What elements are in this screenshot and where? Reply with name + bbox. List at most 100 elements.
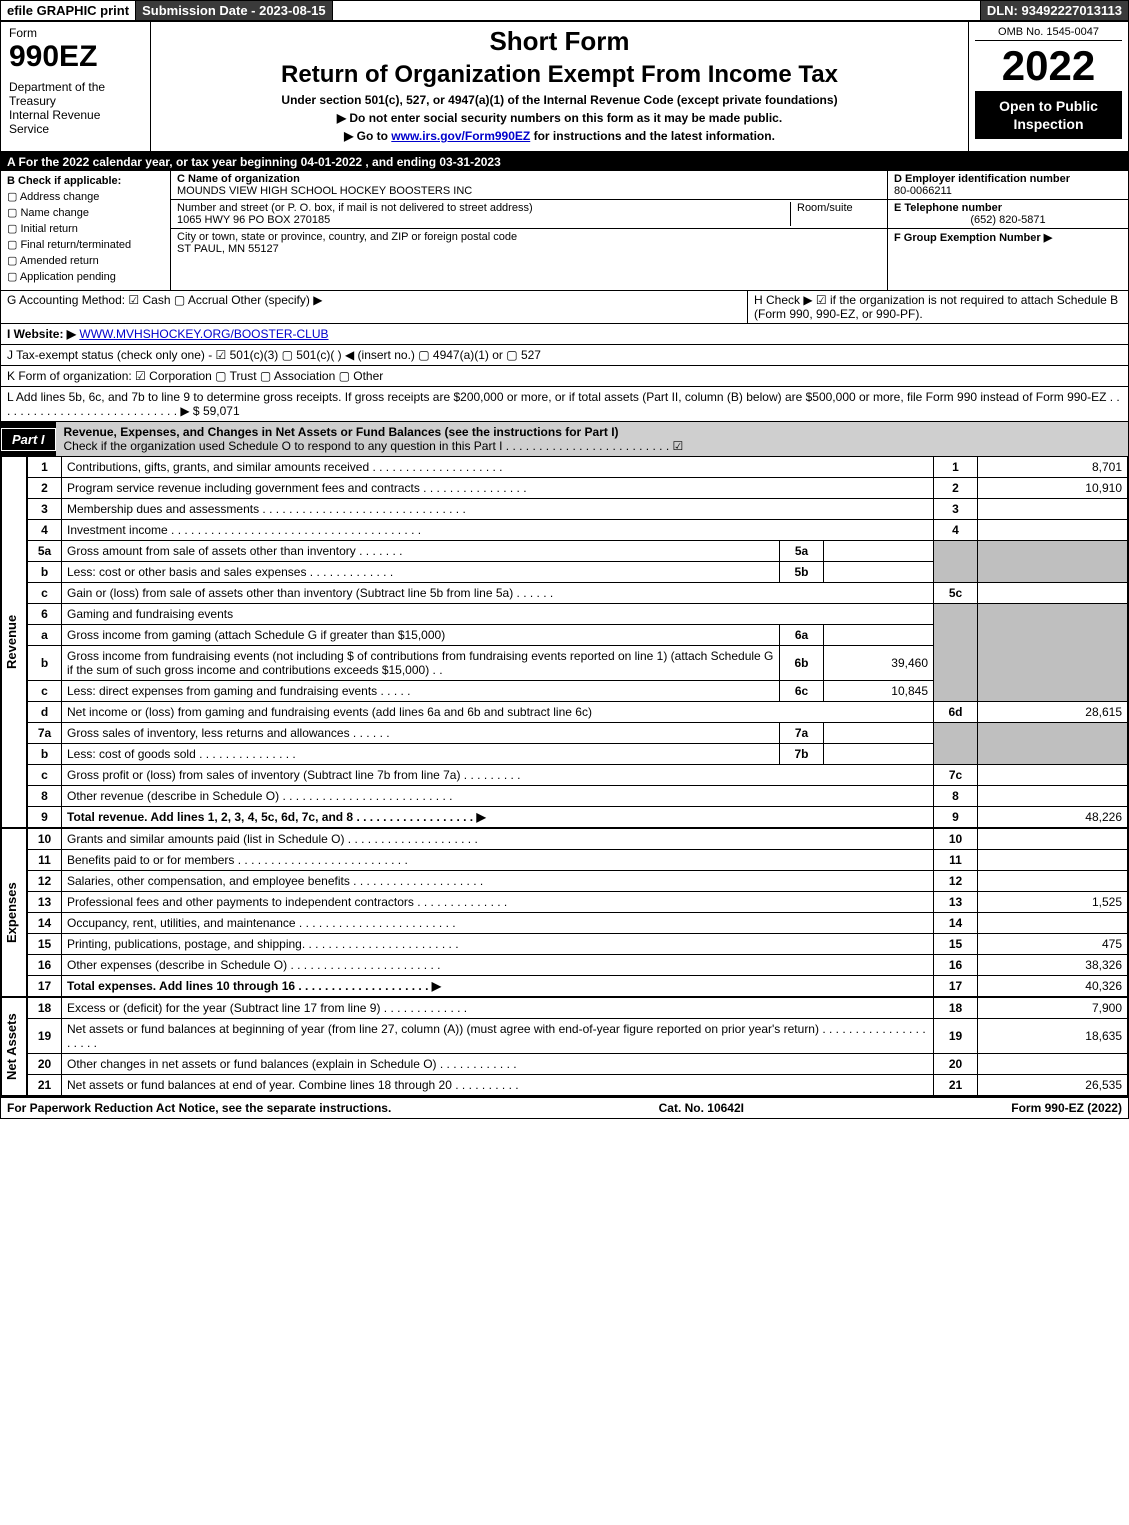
return-title: Return of Organization Exempt From Incom…: [159, 61, 960, 89]
submission-date: Submission Date - 2023-08-15: [136, 1, 333, 20]
table-row: 10Grants and similar amounts paid (list …: [28, 829, 1128, 850]
table-row: 21Net assets or fund balances at end of …: [28, 1075, 1128, 1096]
table-row: 4Investment income . . . . . . . . . . .…: [28, 520, 1128, 541]
ssn-warning: ▶ Do not enter social security numbers o…: [159, 111, 960, 125]
chk-amended-return[interactable]: ▢ Amended return: [7, 254, 164, 267]
table-row: 20Other changes in net assets or fund ba…: [28, 1054, 1128, 1075]
table-row: 6Gaming and fundraising events: [28, 604, 1128, 625]
table-row: 13Professional fees and other payments t…: [28, 892, 1128, 913]
blocks-bcdef: B Check if applicable: ▢ Address change …: [1, 171, 1128, 291]
header-right: OMB No. 1545-0047 2022 Open to Public In…: [968, 22, 1128, 151]
chk-name-change[interactable]: ▢ Name change: [7, 206, 164, 219]
expenses-table: 10Grants and similar amounts paid (list …: [27, 828, 1128, 997]
dept-label: Department of the Treasury Internal Reve…: [9, 80, 142, 136]
part-i-tag: Part I: [1, 428, 56, 451]
side-tab-expenses: Expenses: [1, 828, 27, 997]
side-tab-revenue: Revenue: [1, 456, 27, 828]
line-h: H Check ▶ ☑ if the organization is not r…: [748, 291, 1128, 323]
part-i-title: Revenue, Expenses, and Changes in Net As…: [56, 422, 1128, 456]
org-name: MOUNDS VIEW HIGH SCHOOL HOCKEY BOOSTERS …: [177, 185, 472, 197]
table-row: 12Salaries, other compensation, and empl…: [28, 871, 1128, 892]
group-exemption-cell: F Group Exemption Number ▶: [888, 229, 1128, 246]
under-section: Under section 501(c), 527, or 4947(a)(1)…: [159, 93, 960, 107]
table-row: 14Occupancy, rent, utilities, and mainte…: [28, 913, 1128, 934]
line-j: J Tax-exempt status (check only one) - ☑…: [1, 345, 1128, 366]
table-row: 18Excess or (deficit) for the year (Subt…: [28, 998, 1128, 1019]
footer-left: For Paperwork Reduction Act Notice, see …: [7, 1101, 391, 1115]
part-i-check-line: Check if the organization used Schedule …: [64, 439, 684, 453]
goto-post: for instructions and the latest informat…: [530, 129, 775, 143]
line-k: K Form of organization: ☑ Corporation ▢ …: [1, 366, 1128, 387]
block-b: B Check if applicable: ▢ Address change …: [1, 171, 171, 290]
chk-address-change[interactable]: ▢ Address change: [7, 190, 164, 203]
goto-pre: ▶ Go to: [344, 129, 391, 143]
table-row: dNet income or (loss) from gaming and fu…: [28, 702, 1128, 723]
chk-initial-return[interactable]: ▢ Initial return: [7, 222, 164, 235]
ein-cell: D Employer identification number 80-0066…: [888, 171, 1128, 200]
form-990ez-page: efile GRAPHIC print Submission Date - 20…: [0, 0, 1129, 1119]
goto-line: ▶ Go to www.irs.gov/Form990EZ for instru…: [159, 129, 960, 143]
website-label: I Website: ▶: [7, 327, 76, 341]
efile-print-button[interactable]: efile GRAPHIC print: [1, 1, 136, 20]
org-city-cell: City or town, state or province, country…: [171, 229, 887, 257]
header-left: Form 990EZ Department of the Treasury In…: [1, 22, 151, 151]
table-row: cGain or (loss) from sale of assets othe…: [28, 583, 1128, 604]
org-name-label: C Name of organization: [177, 173, 300, 185]
table-row: 15Printing, publications, postage, and s…: [28, 934, 1128, 955]
footer-mid: Cat. No. 10642I: [659, 1101, 744, 1115]
city-value: ST PAUL, MN 55127: [177, 243, 279, 255]
table-row: 16Other expenses (describe in Schedule O…: [28, 955, 1128, 976]
revenue-section: Revenue 1Contributions, gifts, grants, a…: [1, 456, 1128, 828]
part-i-header: Part I Revenue, Expenses, and Changes in…: [1, 422, 1128, 456]
table-row: cGross profit or (loss) from sales of in…: [28, 765, 1128, 786]
dln: DLN: 93492227013113: [980, 1, 1128, 20]
footer: For Paperwork Reduction Act Notice, see …: [1, 1096, 1128, 1118]
table-row: 17Total expenses. Add lines 10 through 1…: [28, 976, 1128, 997]
room-suite-label: Room/suite: [791, 202, 881, 226]
table-row: 8Other revenue (describe in Schedule O) …: [28, 786, 1128, 807]
line-l: L Add lines 5b, 6c, and 7b to line 9 to …: [1, 387, 1128, 422]
chk-application-pending[interactable]: ▢ Application pending: [7, 270, 164, 283]
form-header: Form 990EZ Department of the Treasury In…: [1, 22, 1128, 153]
tax-year: 2022: [975, 45, 1122, 87]
ein-label: D Employer identification number: [894, 173, 1070, 185]
short-form-title: Short Form: [159, 26, 960, 57]
group-exemption-label: F Group Exemption Number ▶: [894, 232, 1052, 244]
table-row: 19Net assets or fund balances at beginni…: [28, 1019, 1128, 1054]
table-row: 7aGross sales of inventory, less returns…: [28, 723, 1128, 744]
section-a: A For the 2022 calendar year, or tax yea…: [1, 153, 1128, 171]
table-row: 2Program service revenue including gover…: [28, 478, 1128, 499]
side-tab-net-assets: Net Assets: [1, 997, 27, 1096]
row-gh: G Accounting Method: ☑ Cash ▢ Accrual Ot…: [1, 291, 1128, 324]
phone-cell: E Telephone number (652) 820-5871: [888, 200, 1128, 229]
org-name-cell: C Name of organization MOUNDS VIEW HIGH …: [171, 171, 887, 200]
net-assets-table: 18Excess or (deficit) for the year (Subt…: [27, 997, 1128, 1096]
form-label: Form: [9, 26, 142, 40]
ein-value: 80-0066211: [894, 185, 952, 197]
addr-value: 1065 HWY 96 PO BOX 270185: [177, 214, 330, 226]
expenses-section: Expenses 10Grants and similar amounts pa…: [1, 828, 1128, 997]
table-row: 3Membership dues and assessments . . . .…: [28, 499, 1128, 520]
phone-value: (652) 820-5871: [894, 214, 1122, 226]
form-number: 990EZ: [9, 40, 142, 74]
line-g: G Accounting Method: ☑ Cash ▢ Accrual Ot…: [1, 291, 748, 323]
open-to-public-badge: Open to Public Inspection: [975, 91, 1122, 139]
line-i: I Website: ▶ WWW.MVHSHOCKEY.ORG/BOOSTER-…: [1, 324, 1128, 345]
phone-label: E Telephone number: [894, 202, 1002, 214]
header-mid: Short Form Return of Organization Exempt…: [151, 22, 968, 151]
top-bar: efile GRAPHIC print Submission Date - 20…: [1, 1, 1128, 22]
org-addr-row: Number and street (or P. O. box, if mail…: [171, 200, 887, 229]
net-assets-section: Net Assets 18Excess or (deficit) for the…: [1, 997, 1128, 1096]
chk-final-return[interactable]: ▢ Final return/terminated: [7, 238, 164, 251]
table-row: 1Contributions, gifts, grants, and simil…: [28, 457, 1128, 478]
website-link[interactable]: WWW.MVHSHOCKEY.ORG/BOOSTER-CLUB: [79, 327, 328, 341]
city-label: City or town, state or province, country…: [177, 231, 517, 243]
table-row: 11Benefits paid to or for members . . . …: [28, 850, 1128, 871]
irs-link[interactable]: www.irs.gov/Form990EZ: [391, 129, 530, 143]
table-row: 9Total revenue. Add lines 1, 2, 3, 4, 5c…: [28, 807, 1128, 828]
addr-label: Number and street (or P. O. box, if mail…: [177, 202, 533, 214]
omb-number: OMB No. 1545-0047: [975, 26, 1122, 41]
block-def: D Employer identification number 80-0066…: [888, 171, 1128, 290]
footer-right: Form 990-EZ (2022): [1011, 1101, 1122, 1115]
table-row: 5aGross amount from sale of assets other…: [28, 541, 1128, 562]
